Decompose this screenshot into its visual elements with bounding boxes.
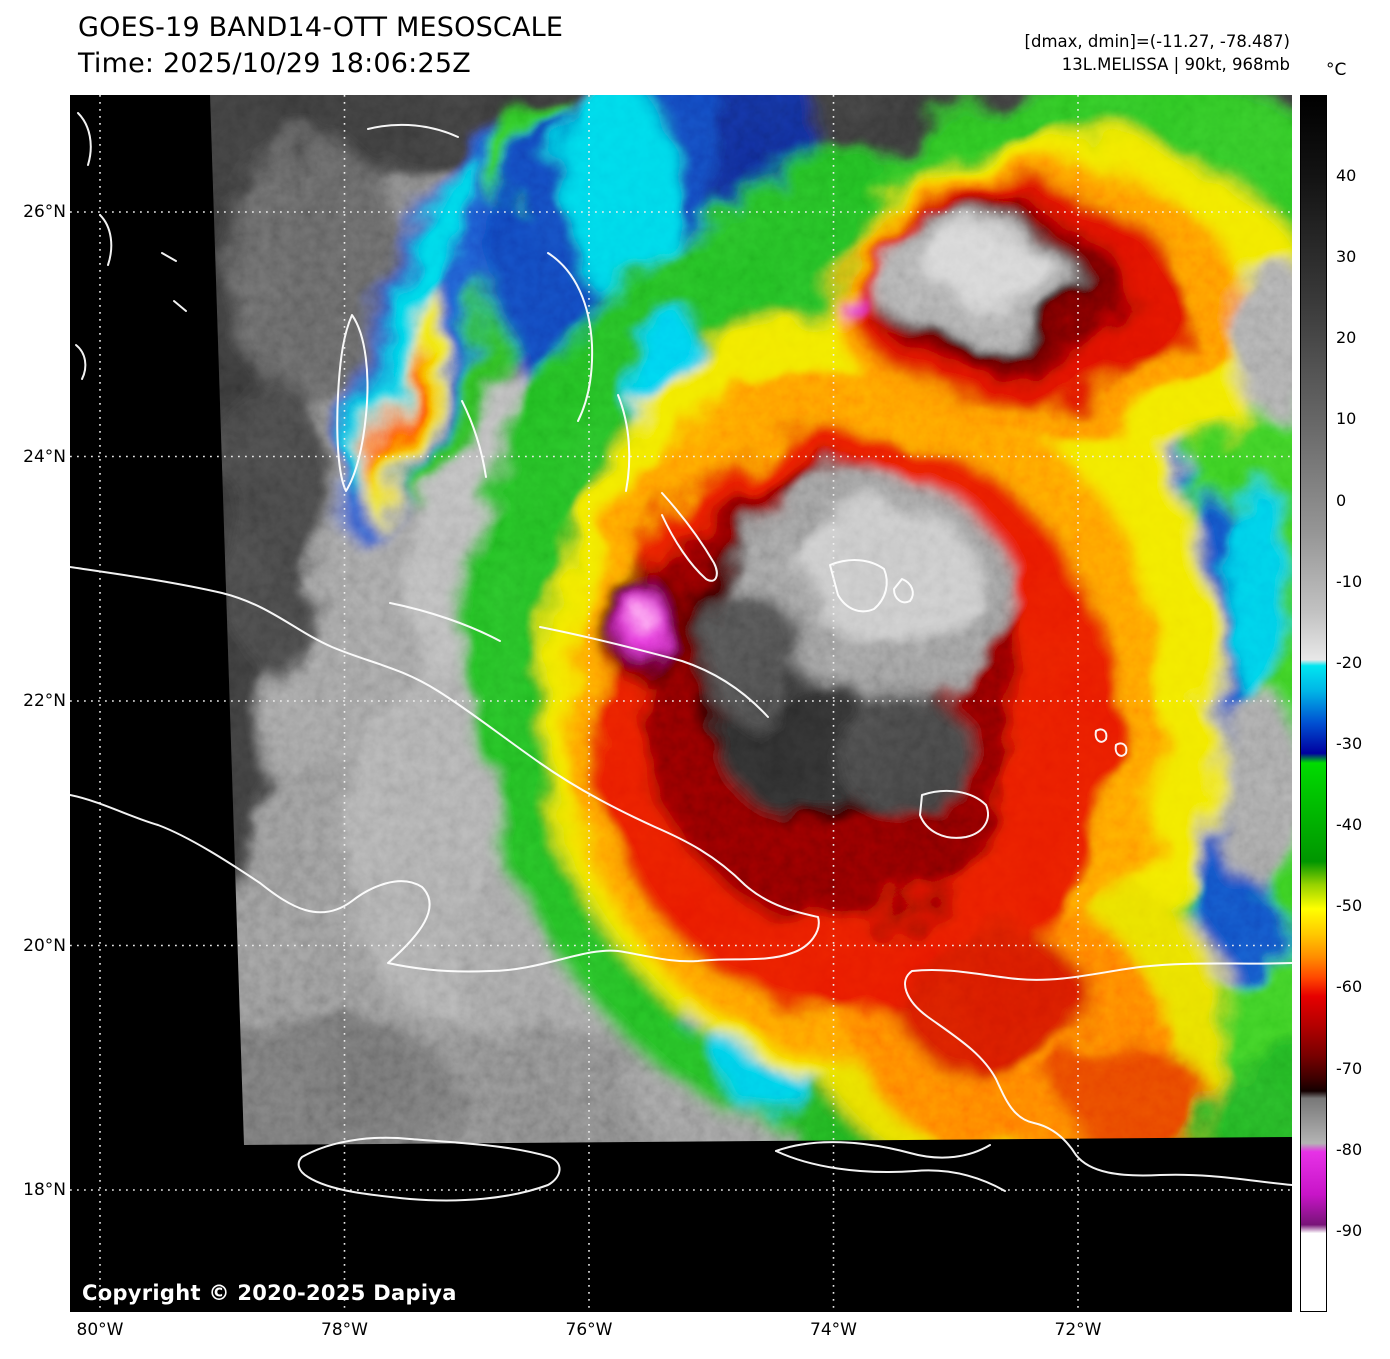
cbar-tick-m80: -80: [1336, 1140, 1363, 1159]
cbar-tick-m20: -20: [1336, 653, 1363, 672]
temperature-colorbar: [1300, 95, 1327, 1312]
lon-label-72w: 72°W: [1054, 1320, 1102, 1340]
cbar-tick-m40: -40: [1336, 815, 1363, 834]
satellite-map: Copyright © 2020-2025 Dapiya: [70, 95, 1292, 1312]
colorbar-unit-label: °C: [1326, 60, 1347, 80]
cbar-tick-m10: -10: [1336, 572, 1363, 591]
cbar-tick-m70: -70: [1336, 1059, 1363, 1078]
lat-label-26n: 26°N: [23, 202, 66, 222]
data-swath: [210, 95, 1292, 1145]
lon-label-76w: 76°W: [565, 1320, 613, 1340]
cbar-tick-m50: -50: [1336, 896, 1363, 915]
cbar-tick-0: 0: [1336, 491, 1347, 510]
cbar-tick-10: 10: [1336, 409, 1357, 428]
cbar-tick-m90: -90: [1336, 1221, 1363, 1240]
cbar-tick-m60: -60: [1336, 977, 1363, 996]
lat-label-24n: 24°N: [23, 446, 66, 467]
header-right: [dmax, dmin]=(-11.27, -78.487) 13L.MELIS…: [1025, 30, 1290, 76]
lat-label-20n: 20°N: [23, 935, 66, 956]
cbar-tick-40: 40: [1336, 166, 1357, 185]
lon-label-80w: 80°W: [76, 1320, 124, 1340]
lat-label-22n: 22°N: [23, 691, 66, 711]
copyright-text: Copyright © 2020-2025 Dapiya: [82, 1281, 457, 1305]
timestamp: Time: 2025/10/29 18:06:25Z: [78, 48, 471, 79]
coastlines: [70, 112, 1292, 1202]
page-title: GOES-19 BAND14-OTT MESOSCALE: [78, 12, 564, 43]
cbar-tick-30: 30: [1336, 247, 1357, 266]
storm-info: 13L.MELISSA | 90kt, 968mb: [1061, 55, 1290, 74]
lat-label-18n: 18°N: [23, 1180, 66, 1200]
satellite-image: [70, 95, 1292, 1312]
lon-label-74w: 74°W: [810, 1320, 857, 1340]
dmax-dmin-readout: [dmax, dmin]=(-11.27, -78.487): [1024, 32, 1290, 51]
lon-label-78w: 78°W: [321, 1320, 368, 1340]
cbar-tick-m30: -30: [1336, 734, 1363, 753]
cbar-tick-20: 20: [1336, 328, 1357, 347]
grid-lines: [70, 95, 1292, 1312]
